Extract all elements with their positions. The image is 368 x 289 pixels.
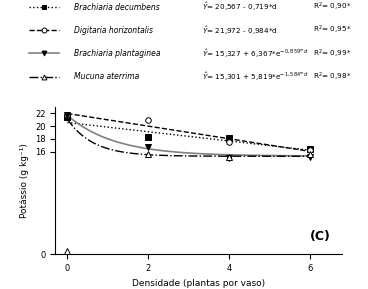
Text: $\hat{Y}$= 21,972 - 0,984*d: $\hat{Y}$= 21,972 - 0,984*d <box>202 24 278 36</box>
Text: R$^{2}$= 0,95*: R$^{2}$= 0,95* <box>313 24 351 36</box>
Text: Brachiaria decumbens: Brachiaria decumbens <box>74 3 159 12</box>
Y-axis label: Potássio (g kg⁻¹): Potássio (g kg⁻¹) <box>20 143 29 218</box>
Text: Brachiaria plantaginea: Brachiaria plantaginea <box>74 49 160 58</box>
Text: $\hat{Y}$= 15,301 + 5,819*e$^{-1,584^{m}d}$: $\hat{Y}$= 15,301 + 5,819*e$^{-1,584^{m}… <box>202 71 309 83</box>
Text: R$^{2}$= 0,90*: R$^{2}$= 0,90* <box>313 1 351 13</box>
Text: (C): (C) <box>310 229 331 242</box>
Text: $\hat{Y}$= 20,567 - 0,719*d: $\hat{Y}$= 20,567 - 0,719*d <box>202 1 278 13</box>
Text: R$^{2}$= 0,98*: R$^{2}$= 0,98* <box>313 71 351 83</box>
Text: R$^{2}$= 0,99*: R$^{2}$= 0,99* <box>313 47 351 60</box>
Text: Mucuna aterrima: Mucuna aterrima <box>74 72 139 81</box>
Text: $\hat{Y}$= 15,327 + 6,367*e$^{-0,859^{m}d}$: $\hat{Y}$= 15,327 + 6,367*e$^{-0,859^{m}… <box>202 47 309 60</box>
X-axis label: Densidade (plantas por vaso): Densidade (plantas por vaso) <box>132 279 265 288</box>
Text: Digitaria horizontalis: Digitaria horizontalis <box>74 26 153 35</box>
